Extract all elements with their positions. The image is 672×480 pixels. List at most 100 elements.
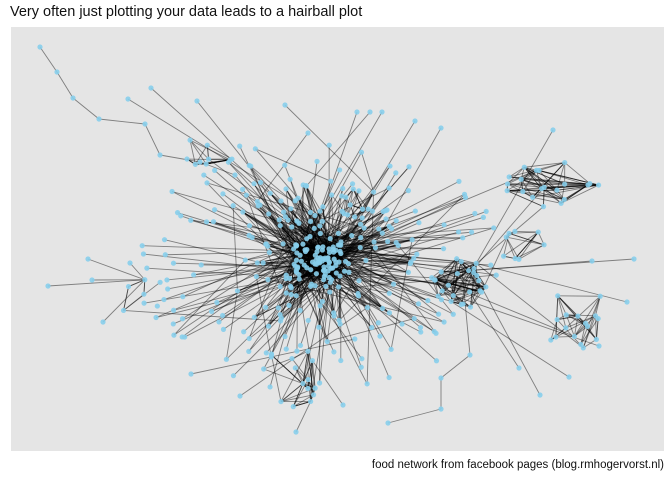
edge (305, 209, 388, 252)
edge (450, 291, 482, 302)
node (85, 256, 91, 262)
edge (316, 251, 334, 274)
node (237, 393, 243, 399)
edge (225, 290, 238, 360)
edge (304, 264, 360, 282)
edge (294, 367, 309, 389)
node (483, 208, 489, 215)
node (435, 293, 441, 299)
node (488, 262, 494, 268)
edge (434, 279, 486, 288)
edge (310, 212, 330, 263)
node (125, 283, 132, 290)
node (293, 243, 299, 249)
edge (203, 174, 318, 249)
node (276, 217, 282, 223)
edge (237, 263, 317, 292)
edge (518, 244, 545, 260)
edge (39, 46, 58, 73)
node (631, 256, 637, 262)
node (305, 130, 311, 136)
node (493, 272, 499, 278)
edge (245, 246, 323, 261)
node (277, 283, 283, 290)
edge (523, 166, 542, 189)
edge (295, 191, 374, 271)
edge (123, 293, 145, 311)
node (89, 277, 95, 283)
edge (532, 162, 566, 198)
edge (146, 267, 324, 281)
node (388, 346, 394, 352)
edge (256, 244, 297, 277)
node (188, 371, 194, 377)
node (352, 214, 358, 220)
node (358, 364, 364, 370)
edge (250, 166, 300, 280)
edge (331, 194, 437, 334)
node (412, 118, 418, 124)
edge (252, 237, 297, 247)
node (336, 259, 342, 265)
node (96, 116, 102, 122)
edge (306, 111, 371, 187)
node (365, 206, 371, 212)
edge (255, 148, 331, 182)
edge (297, 197, 439, 315)
edge (293, 401, 311, 408)
edge (508, 232, 545, 246)
edge (248, 185, 307, 339)
node (194, 98, 200, 104)
edge (522, 170, 537, 192)
edge (550, 319, 558, 341)
edge (310, 221, 319, 248)
node (254, 198, 260, 205)
edge (440, 354, 471, 379)
node (288, 285, 294, 291)
node (120, 307, 127, 314)
node (293, 257, 300, 263)
edge (339, 257, 414, 277)
edge (268, 213, 299, 268)
node (296, 276, 302, 282)
edge (307, 379, 315, 395)
edge (340, 253, 458, 275)
edge (333, 246, 411, 264)
edge (310, 360, 313, 402)
edge (311, 248, 330, 285)
node (538, 186, 545, 192)
edge (295, 244, 361, 249)
node (386, 310, 393, 316)
edge (524, 166, 558, 191)
node (305, 376, 311, 383)
edge (340, 242, 397, 254)
edge (285, 216, 330, 250)
node (385, 238, 391, 245)
edge (564, 184, 589, 200)
edge (150, 87, 349, 265)
edge (242, 211, 328, 259)
node (593, 336, 599, 342)
node (561, 196, 567, 203)
edge (257, 205, 297, 271)
node (467, 289, 473, 295)
edge (278, 219, 304, 245)
edge (520, 169, 537, 180)
edge (280, 266, 325, 287)
edge (208, 158, 330, 250)
node (277, 222, 283, 229)
edge (159, 154, 201, 163)
edge (332, 267, 437, 362)
node (282, 214, 288, 220)
edge (214, 170, 306, 252)
edge (173, 267, 333, 311)
edge (206, 182, 300, 280)
edge (434, 261, 462, 281)
edge (293, 401, 311, 408)
node (232, 172, 238, 178)
edge (338, 209, 388, 263)
edge (328, 263, 349, 267)
edge (206, 159, 231, 165)
edge (327, 270, 373, 328)
edge (242, 211, 301, 256)
